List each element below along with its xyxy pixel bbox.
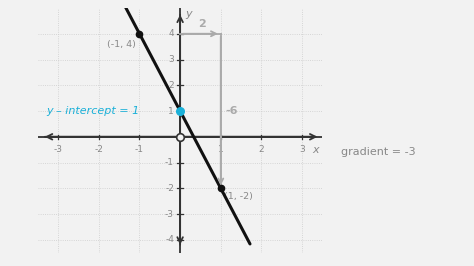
- Text: y – intercept = 1: y – intercept = 1: [46, 106, 139, 116]
- Text: -1: -1: [165, 158, 174, 167]
- Text: x: x: [312, 144, 319, 155]
- Text: gradient = -3: gradient = -3: [341, 147, 416, 157]
- Text: -3: -3: [54, 144, 63, 153]
- Text: -6: -6: [226, 106, 238, 116]
- Text: -2: -2: [94, 144, 103, 153]
- Text: -1: -1: [135, 144, 144, 153]
- Text: -4: -4: [165, 235, 174, 244]
- Text: 1: 1: [168, 106, 174, 115]
- Text: (-1, 4): (-1, 4): [107, 40, 136, 49]
- Text: 3: 3: [299, 144, 305, 153]
- Text: 2: 2: [199, 19, 206, 28]
- Text: -3: -3: [165, 210, 174, 219]
- Text: 1: 1: [218, 144, 224, 153]
- Text: (1, -2): (1, -2): [224, 192, 253, 201]
- Text: 2: 2: [168, 81, 174, 90]
- Text: 4: 4: [168, 29, 174, 38]
- Text: y: y: [185, 9, 191, 19]
- Text: 3: 3: [168, 55, 174, 64]
- Text: 2: 2: [258, 144, 264, 153]
- Text: -2: -2: [165, 184, 174, 193]
